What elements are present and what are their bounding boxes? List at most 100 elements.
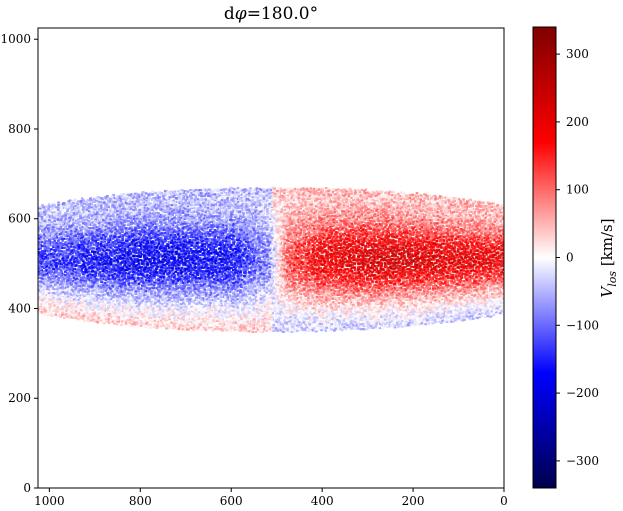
velocity-cell: [432, 272, 435, 275]
velocity-cell: [447, 274, 450, 277]
velocity-cell: [404, 309, 407, 312]
velocity-cell: [450, 198, 453, 201]
velocity-cell: [418, 266, 422, 269]
velocity-cell: [470, 307, 473, 310]
velocity-cell: [484, 242, 487, 245]
velocity-cell: [448, 299, 452, 302]
velocity-cell: [423, 197, 426, 200]
velocity-cell: [468, 275, 471, 278]
velocity-cell: [492, 296, 495, 299]
velocity-cell: [475, 249, 478, 252]
velocity-cell: [490, 229, 494, 232]
velocity-cell: [418, 232, 421, 235]
velocity-cell: [367, 304, 371, 308]
velocity-cell: [461, 258, 464, 261]
velocity-cell: [466, 219, 469, 222]
velocity-cell: [498, 274, 501, 277]
velocity-cell: [474, 223, 477, 226]
velocity-cell: [379, 302, 383, 305]
velocity-cell: [481, 208, 485, 212]
velocity-cell: [461, 298, 465, 301]
velocity-cell: [383, 324, 387, 327]
velocity-cell: [493, 217, 496, 220]
velocity-cell: [490, 279, 494, 283]
velocity-cell: [492, 289, 496, 292]
velocity-cell: [427, 231, 430, 234]
velocity-cell: [485, 284, 489, 287]
velocity-cell: [483, 233, 487, 236]
velocity-cell: [433, 194, 437, 197]
velocity-cell: [414, 260, 418, 263]
velocity-cell: [445, 259, 448, 262]
velocity-cell: [431, 310, 434, 313]
velocity-cell: [429, 197, 433, 200]
velocity-cell: [433, 237, 437, 240]
velocity-cell: [376, 217, 380, 220]
velocity-cell: [429, 308, 432, 311]
velocity-cell: [392, 286, 396, 289]
velocity-cell: [463, 222, 466, 225]
velocity-cell: [490, 268, 493, 271]
velocity-cell: [485, 299, 489, 302]
velocity-cell: [472, 272, 476, 275]
velocity-cell: [475, 231, 478, 234]
velocity-cell: [361, 312, 365, 315]
velocity-cell: [485, 227, 488, 230]
velocity-cell: [418, 243, 421, 246]
velocity-cell: [373, 306, 376, 309]
velocity-cell: [408, 222, 411, 225]
velocity-cell: [493, 264, 496, 267]
velocity-cell: [387, 258, 391, 261]
velocity-cell: [459, 308, 462, 311]
velocity-cell: [442, 304, 445, 307]
velocity-cell: [444, 217, 447, 220]
velocity-cell: [468, 284, 471, 287]
velocity-cell: [443, 221, 447, 225]
velocity-cell: [452, 260, 456, 263]
velocity-cell: [436, 202, 439, 205]
velocity-cell: [400, 302, 403, 305]
velocity-cell: [424, 204, 427, 207]
velocity-cell: [380, 327, 384, 330]
velocity-cell: [438, 232, 441, 235]
velocity-cell: [464, 301, 467, 304]
velocity-cell: [472, 313, 475, 316]
velocity-cell: [434, 213, 437, 216]
velocity-cell: [463, 279, 466, 283]
velocity-cell: [465, 283, 468, 286]
velocity-cell: [451, 206, 454, 209]
velocity-cell: [489, 218, 492, 221]
velocity-cell: [458, 271, 462, 274]
velocity-cell: [488, 294, 491, 297]
velocity-cell: [395, 312, 399, 315]
velocity-cell: [488, 216, 492, 219]
velocity-cell: [477, 256, 480, 259]
velocity-cell: [420, 234, 424, 237]
velocity-cell: [408, 247, 411, 250]
velocity-cell: [472, 251, 476, 254]
velocity-cell: [504, 213, 507, 215]
velocity-cell: [370, 259, 374, 262]
velocity-cell: [495, 272, 499, 275]
velocity-cell: [384, 270, 387, 273]
velocity-cell: [433, 310, 436, 313]
velocity-cell: [422, 269, 426, 272]
velocity-cell: [481, 292, 485, 295]
velocity-cell: [493, 227, 496, 230]
velocity-cell: [462, 286, 466, 289]
velocity-cell: [419, 271, 422, 274]
velocity-cell: [428, 306, 431, 309]
velocity-cell: [497, 213, 501, 216]
velocity-cell: [433, 235, 437, 239]
velocity-cell: [399, 246, 402, 249]
velocity-cell: [433, 287, 437, 290]
velocity-cell: [497, 262, 500, 266]
velocity-cell: [447, 205, 450, 208]
velocity-cell: [447, 320, 451, 323]
velocity-cell: [491, 211, 494, 214]
velocity-cell: [457, 258, 460, 262]
velocity-cell: [474, 292, 478, 295]
velocity-cell: [408, 240, 412, 244]
velocity-cell: [422, 280, 425, 283]
velocity-cell: [429, 228, 432, 231]
